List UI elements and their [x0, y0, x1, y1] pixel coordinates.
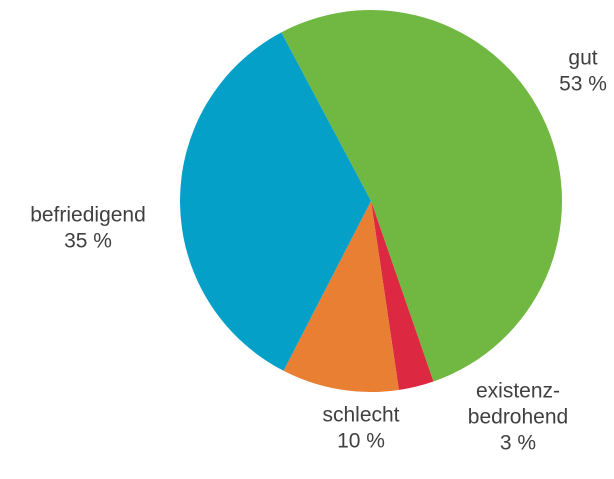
- slice-value-label: 10 %: [337, 430, 385, 453]
- pie-labels: gut 53 % existenz-bedrohend 3 % schlecht 10 %…: [30, 47, 607, 455]
- slice-value-label: 3 %: [500, 432, 536, 455]
- slice-value-label: 53 %: [559, 73, 607, 96]
- slice-category-label: schlecht: [322, 404, 399, 427]
- slice-category-label: befriedigend: [30, 204, 146, 227]
- slice-label-befriedigend: befriedigend 35 %: [30, 204, 146, 253]
- slice-category-label: gut: [568, 47, 597, 70]
- slice-label-existenzbedrohend: existenz-bedrohend 3 %: [468, 380, 568, 455]
- pie-slice-gut: [281, 9, 563, 382]
- slice-category-label: existenz-: [476, 380, 560, 403]
- slice-label-schlecht: schlecht 10 %: [322, 404, 399, 453]
- pie-slice-schlecht: [283, 201, 399, 392]
- pie-slices: [179, 9, 563, 392]
- pie-slice-befriedigend: [179, 32, 371, 371]
- pie-slice-existenzbedrohend: [371, 201, 434, 390]
- slice-label-gut: gut 53 %: [559, 47, 607, 96]
- slice-value-label: 35 %: [64, 230, 112, 253]
- slice-category-label: bedrohend: [468, 406, 568, 429]
